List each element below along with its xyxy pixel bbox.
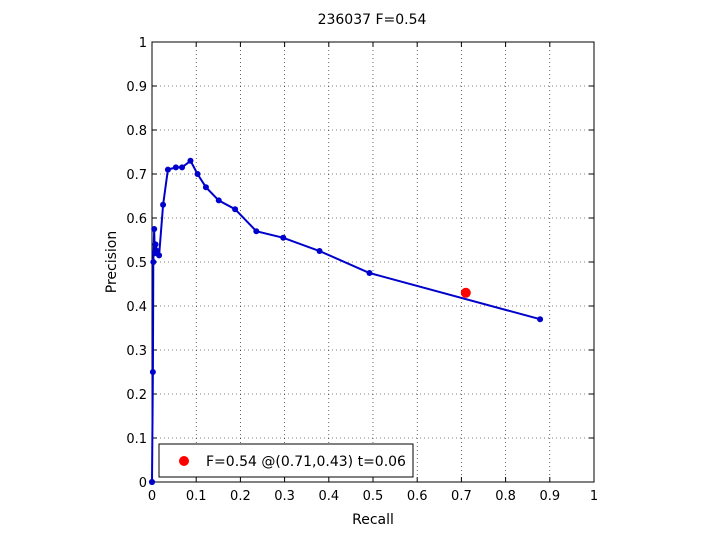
x-tick-label: 0.2	[230, 489, 251, 504]
x-tick-label: 1	[590, 489, 598, 504]
data-point	[179, 164, 186, 171]
y-tick-label: 1	[139, 36, 147, 51]
data-point	[215, 197, 222, 204]
data-point	[232, 206, 239, 213]
data-point	[149, 369, 156, 375]
y-tick-label: 0.8	[126, 124, 147, 139]
series-layer	[149, 157, 544, 485]
data-point	[150, 259, 157, 265]
y-tick-label: 0.5	[126, 256, 147, 271]
y-tick-label: 0.3	[126, 344, 147, 359]
y-axis-title: Precision	[104, 231, 120, 293]
data-point	[151, 226, 158, 232]
y-tick-label: 0.6	[126, 212, 147, 227]
legend-text: F=0.54 @(0.71,0.43) t=0.06	[206, 454, 406, 470]
x-tick-label: 0.1	[186, 489, 207, 504]
grid	[152, 42, 594, 482]
data-point	[316, 248, 323, 254]
chart-title: 236037 F=0.54	[318, 12, 427, 28]
x-tick-label: 0	[148, 489, 156, 504]
y-tick-label: 0.7	[126, 168, 147, 183]
x-tick-label: 0.8	[495, 489, 516, 504]
data-point	[156, 252, 163, 259]
data-point	[152, 241, 159, 248]
data-point	[187, 157, 194, 164]
data-point	[172, 164, 179, 171]
best-f-point	[460, 287, 471, 298]
x-tick-label: 0.3	[274, 489, 295, 504]
y-tick-label: 0	[139, 476, 147, 491]
data-point	[253, 228, 260, 235]
x-tick-label: 0.6	[407, 489, 428, 504]
x-tick-label: 0.4	[318, 489, 339, 504]
data-point	[164, 166, 171, 173]
y-tick-label: 0.4	[126, 300, 147, 315]
legend: F=0.54 @(0.71,0.43) t=0.06	[158, 443, 414, 478]
series-line	[151, 159, 541, 483]
x-axis-title: Recall	[352, 512, 394, 528]
y-tick-label: 0.2	[126, 388, 147, 403]
data-point	[149, 479, 155, 485]
x-tick-label: 0.9	[539, 489, 560, 504]
data-point	[280, 234, 287, 241]
legend-box	[158, 443, 414, 478]
data-point	[160, 201, 167, 208]
x-tick-label: 0.5	[363, 489, 384, 504]
x-tick-label: 0.7	[451, 489, 472, 504]
data-point	[202, 184, 209, 191]
y-tick-label: 0.9	[126, 80, 147, 95]
axis-ticks: 0 0.1 0.2 0.3 0.4 0.5 0.6 0.7 0.8 0.9 1 0 0.1 0.2 0.3 0…	[126, 36, 598, 504]
data-point	[194, 171, 201, 177]
data-point	[366, 270, 373, 276]
data-point	[537, 316, 544, 323]
legend-marker	[179, 456, 189, 466]
y-tick-label: 0.1	[126, 432, 147, 447]
